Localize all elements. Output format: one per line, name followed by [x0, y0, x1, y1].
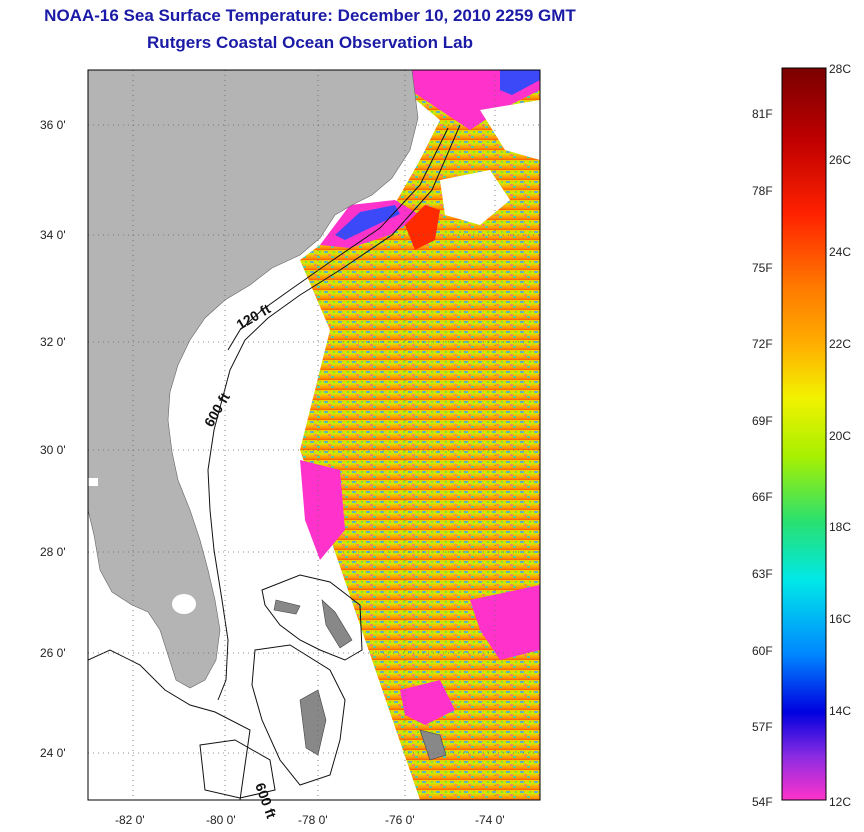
isobath-keys	[88, 649, 251, 800]
lat-tick-label: 26 0'	[40, 646, 66, 660]
colorbar-celsius-label: 18C	[829, 520, 851, 534]
cloud-gap	[440, 170, 510, 225]
lon-tick-label: -74 0'	[475, 813, 505, 827]
colorbar-celsius-label: 12C	[829, 795, 851, 809]
lon-tick-label: -80 0'	[206, 813, 236, 827]
colorbar-fahrenheit-label: 63F	[752, 567, 773, 581]
map-subtitle: Rutgers Coastal Ocean Observation Lab	[147, 33, 473, 52]
bahamas-island	[419, 729, 447, 761]
colorbar-celsius-label: 24C	[829, 245, 851, 259]
land-mainland	[88, 70, 419, 689]
colorbar-celsius-label: 22C	[829, 337, 851, 351]
isobath-120ft	[227, 127, 449, 351]
colorbar-fahrenheit-label: 75F	[752, 261, 773, 275]
lat-tick-label: 28 0'	[40, 545, 66, 559]
lat-tick-label: 36 0'	[40, 118, 66, 132]
graticule	[88, 70, 540, 800]
colorbar-fahrenheit-label: 66F	[752, 490, 773, 504]
lat-tick-label: 24 0'	[40, 746, 66, 760]
lon-tick-label: -82 0'	[115, 813, 145, 827]
map-title: NOAA-16 Sea Surface Temperature: Decembe…	[44, 6, 576, 25]
colorbar-fahrenheit-label: 81F	[752, 107, 773, 121]
bahamas-island	[273, 599, 301, 615]
colorbar-fahrenheit-label: 54F	[752, 795, 773, 809]
isobath-bank	[261, 574, 363, 661]
cold-water-patch	[400, 680, 455, 725]
cold-water-patch	[470, 585, 540, 660]
colorbar-celsius-label: 16C	[829, 612, 851, 626]
lat-tick-label: 32 0'	[40, 335, 66, 349]
colorbar-fahrenheit-label: 60F	[752, 644, 773, 658]
isobath-bank	[251, 644, 346, 786]
lon-tick-label: -78 0'	[298, 813, 328, 827]
lat-tick-label: 30 0'	[40, 443, 66, 457]
bahamas-island	[299, 689, 327, 756]
colorbar-celsius-label: 28C	[829, 62, 851, 76]
colorbar-celsius-label: 26C	[829, 153, 851, 167]
warm-water-patch	[405, 205, 440, 250]
lat-tick-label: 34 0'	[40, 228, 66, 242]
colorbar-fahrenheit-label: 78F	[752, 184, 773, 198]
lake-okeechobee	[172, 594, 196, 614]
coastal-cold-band	[335, 205, 400, 240]
lon-tick-label: -76 0'	[385, 813, 415, 827]
cold-water-patch	[300, 460, 345, 560]
coastal-cold-band	[500, 70, 540, 95]
colorbar-celsius-label: 20C	[829, 429, 851, 443]
bahamas-island	[321, 599, 353, 649]
map-frame	[87, 69, 541, 801]
isobath-bank	[199, 739, 276, 799]
colorbar-fahrenheit-label: 72F	[752, 337, 773, 351]
temperature-colorbar	[781, 67, 827, 801]
isobath-600ft	[207, 124, 461, 701]
colorbar-fahrenheit-label: 69F	[752, 414, 773, 428]
lake	[88, 478, 98, 486]
colorbar-celsius-label: 14C	[829, 704, 851, 718]
colorbar-fahrenheit-label: 57F	[752, 720, 773, 734]
